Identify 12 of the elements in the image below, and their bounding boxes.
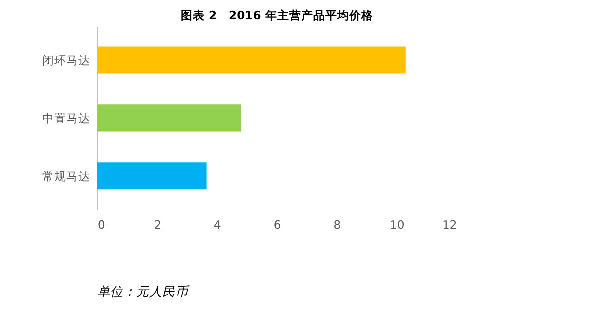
- x-tick-label: 8: [334, 218, 342, 232]
- y-tick-label: 常规马达: [42, 169, 90, 184]
- x-tick-label: 4: [214, 218, 222, 232]
- y-tick-label: 中置马达: [42, 112, 90, 126]
- y-tick-label: 闭环马达: [42, 54, 90, 68]
- x-tick-label: 0: [98, 218, 106, 232]
- x-tick-label: 6: [274, 218, 282, 232]
- x-tick-label: 2: [154, 218, 162, 232]
- text: 单位：元人民币: [98, 284, 191, 299]
- x-tick-label: 10: [390, 218, 405, 232]
- x-tick-label: 12: [442, 218, 458, 232]
- chart-title: 图表 2 2016 年主营产品平均价格: [180, 8, 374, 23]
